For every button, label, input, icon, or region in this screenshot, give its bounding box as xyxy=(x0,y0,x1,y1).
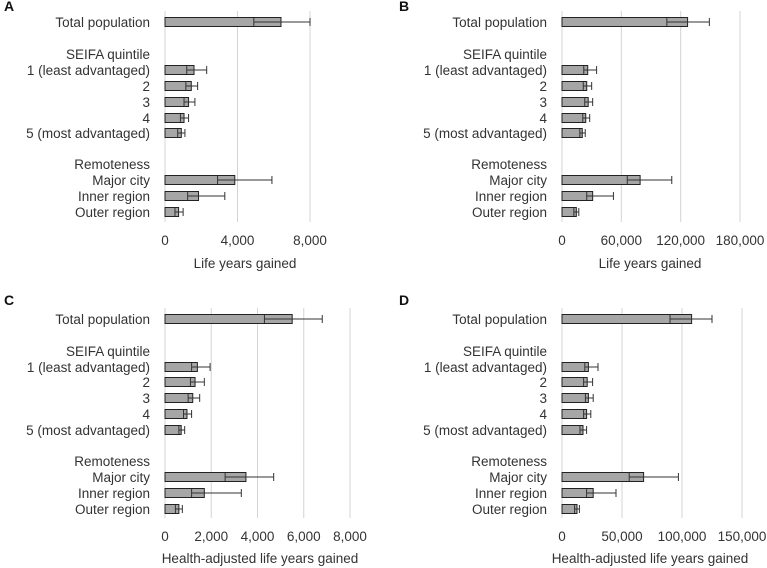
panel-c-group-heading-7: Remoteness xyxy=(74,454,150,469)
panel-a-row-label-8: Major city xyxy=(92,173,150,188)
panel-c-row-label-6: 5 (most advantaged) xyxy=(26,423,150,438)
panel-d-axis-title: Health-adjusted life years gained xyxy=(552,551,749,566)
panel-a-tick-label-1: 4,000 xyxy=(221,233,255,248)
panel-d-tick-label-1: 50,000 xyxy=(601,529,642,544)
panel-a-row-label-10: Outer region xyxy=(75,205,150,220)
panel-d-letter: D xyxy=(399,292,409,308)
panel-d-row-label-2: 1 (least advantaged) xyxy=(424,360,547,375)
panel-d-row-label-9: Inner region xyxy=(475,486,547,501)
panel-d-bar-4 xyxy=(561,393,589,403)
panel-b-tick-label-0: 0 xyxy=(558,233,566,248)
panel-a-letter: A xyxy=(4,0,14,14)
panel-d-tick-label-3: 150,000 xyxy=(718,529,767,544)
panel-c-row-label-2: 1 (least advantaged) xyxy=(27,360,150,375)
panel-c-tick-label-2: 4,000 xyxy=(241,529,275,544)
panel-b-row-label-0: Total population xyxy=(452,15,547,30)
panel-b-bar-6 xyxy=(561,128,583,138)
panel-b-row-label-4: 3 xyxy=(539,95,547,110)
panel-b-group-heading-7: Remoteness xyxy=(471,157,547,172)
panel-a-row-label-0: Total population xyxy=(55,15,150,30)
panel-c-letter: C xyxy=(4,292,14,308)
panel-a-tick-label-0: 0 xyxy=(161,233,169,248)
panel-d-row-label-8: Major city xyxy=(489,470,547,485)
panel-c-row-label-5: 4 xyxy=(142,407,150,422)
panel-b-tick-label-2: 120,000 xyxy=(656,233,705,248)
panel-b-row-label-9: Inner region xyxy=(475,189,547,204)
panel-a-row-label-6: 5 (most advantaged) xyxy=(26,126,150,141)
panel-c-row-label-9: Inner region xyxy=(78,486,150,501)
panel-d-row-label-6: 5 (most advantaged) xyxy=(423,423,547,438)
panel-a-tick-label-2: 8,000 xyxy=(293,233,327,248)
panel-d-bar-5 xyxy=(561,409,588,419)
panel-d-row-label-0: Total population xyxy=(452,312,547,327)
panel-d-group-heading-7: Remoteness xyxy=(471,454,547,469)
panel-b-letter: B xyxy=(399,0,409,14)
panel-a-row-label-2: 1 (least advantaged) xyxy=(27,63,150,78)
panel-d-group-heading-1: SEIFA quintile xyxy=(463,344,547,359)
panel-a-row-label-9: Inner region xyxy=(78,189,150,204)
panel-c-row-label-10: Outer region xyxy=(75,502,150,517)
panel-b-row-label-5: 4 xyxy=(539,111,547,126)
panel-b-axis-title: Life years gained xyxy=(599,256,702,271)
panel-d-row-label-3: 2 xyxy=(539,375,547,390)
panel-b-tick-label-3: 180,000 xyxy=(716,233,765,248)
panel-b-group-heading-1: SEIFA quintile xyxy=(463,47,547,62)
panel-c-row-label-0: Total population xyxy=(55,312,150,327)
panel-d-row-label-5: 4 xyxy=(539,407,547,422)
panel-d-row-label-10: Outer region xyxy=(472,502,547,517)
panel-c-tick-label-4: 8,000 xyxy=(333,529,367,544)
panel-b-row-label-10: Outer region xyxy=(472,205,547,220)
panel-c-axis-title: Health-adjusted life years gained xyxy=(162,551,359,566)
panel-c-tick-label-1: 2,000 xyxy=(194,529,228,544)
panel-d-tick-label-0: 0 xyxy=(558,529,566,544)
panel-c-tick-label-0: 0 xyxy=(161,529,169,544)
panel-c-row-label-8: Major city xyxy=(92,470,150,485)
panel-b-row-label-6: 5 (most advantaged) xyxy=(423,126,547,141)
panel-a-row-label-3: 2 xyxy=(142,79,150,94)
panel-c-row-label-3: 2 xyxy=(142,375,150,390)
panel-b-bar-5 xyxy=(561,113,587,123)
panel-b-row-label-3: 2 xyxy=(539,79,547,94)
panel-b-tick-label-1: 60,000 xyxy=(601,233,642,248)
panel-b-row-label-2: 1 (least advantaged) xyxy=(424,63,547,78)
panel-a-group-heading-1: SEIFA quintile xyxy=(66,47,150,62)
panel-c-tick-label-3: 6,000 xyxy=(287,529,321,544)
panel-a-group-heading-7: Remoteness xyxy=(74,157,150,172)
panel-d-row-label-4: 3 xyxy=(539,391,547,406)
panel-a-row-label-4: 3 xyxy=(142,95,150,110)
panel-b-row-label-8: Major city xyxy=(489,173,547,188)
panel-a-row-label-5: 4 xyxy=(142,111,150,126)
panel-c-row-label-4: 3 xyxy=(142,391,150,406)
panel-c-group-heading-1: SEIFA quintile xyxy=(66,344,150,359)
panel-a-axis-title: Life years gained xyxy=(194,256,297,271)
panel-d-tick-label-2: 100,000 xyxy=(658,529,707,544)
